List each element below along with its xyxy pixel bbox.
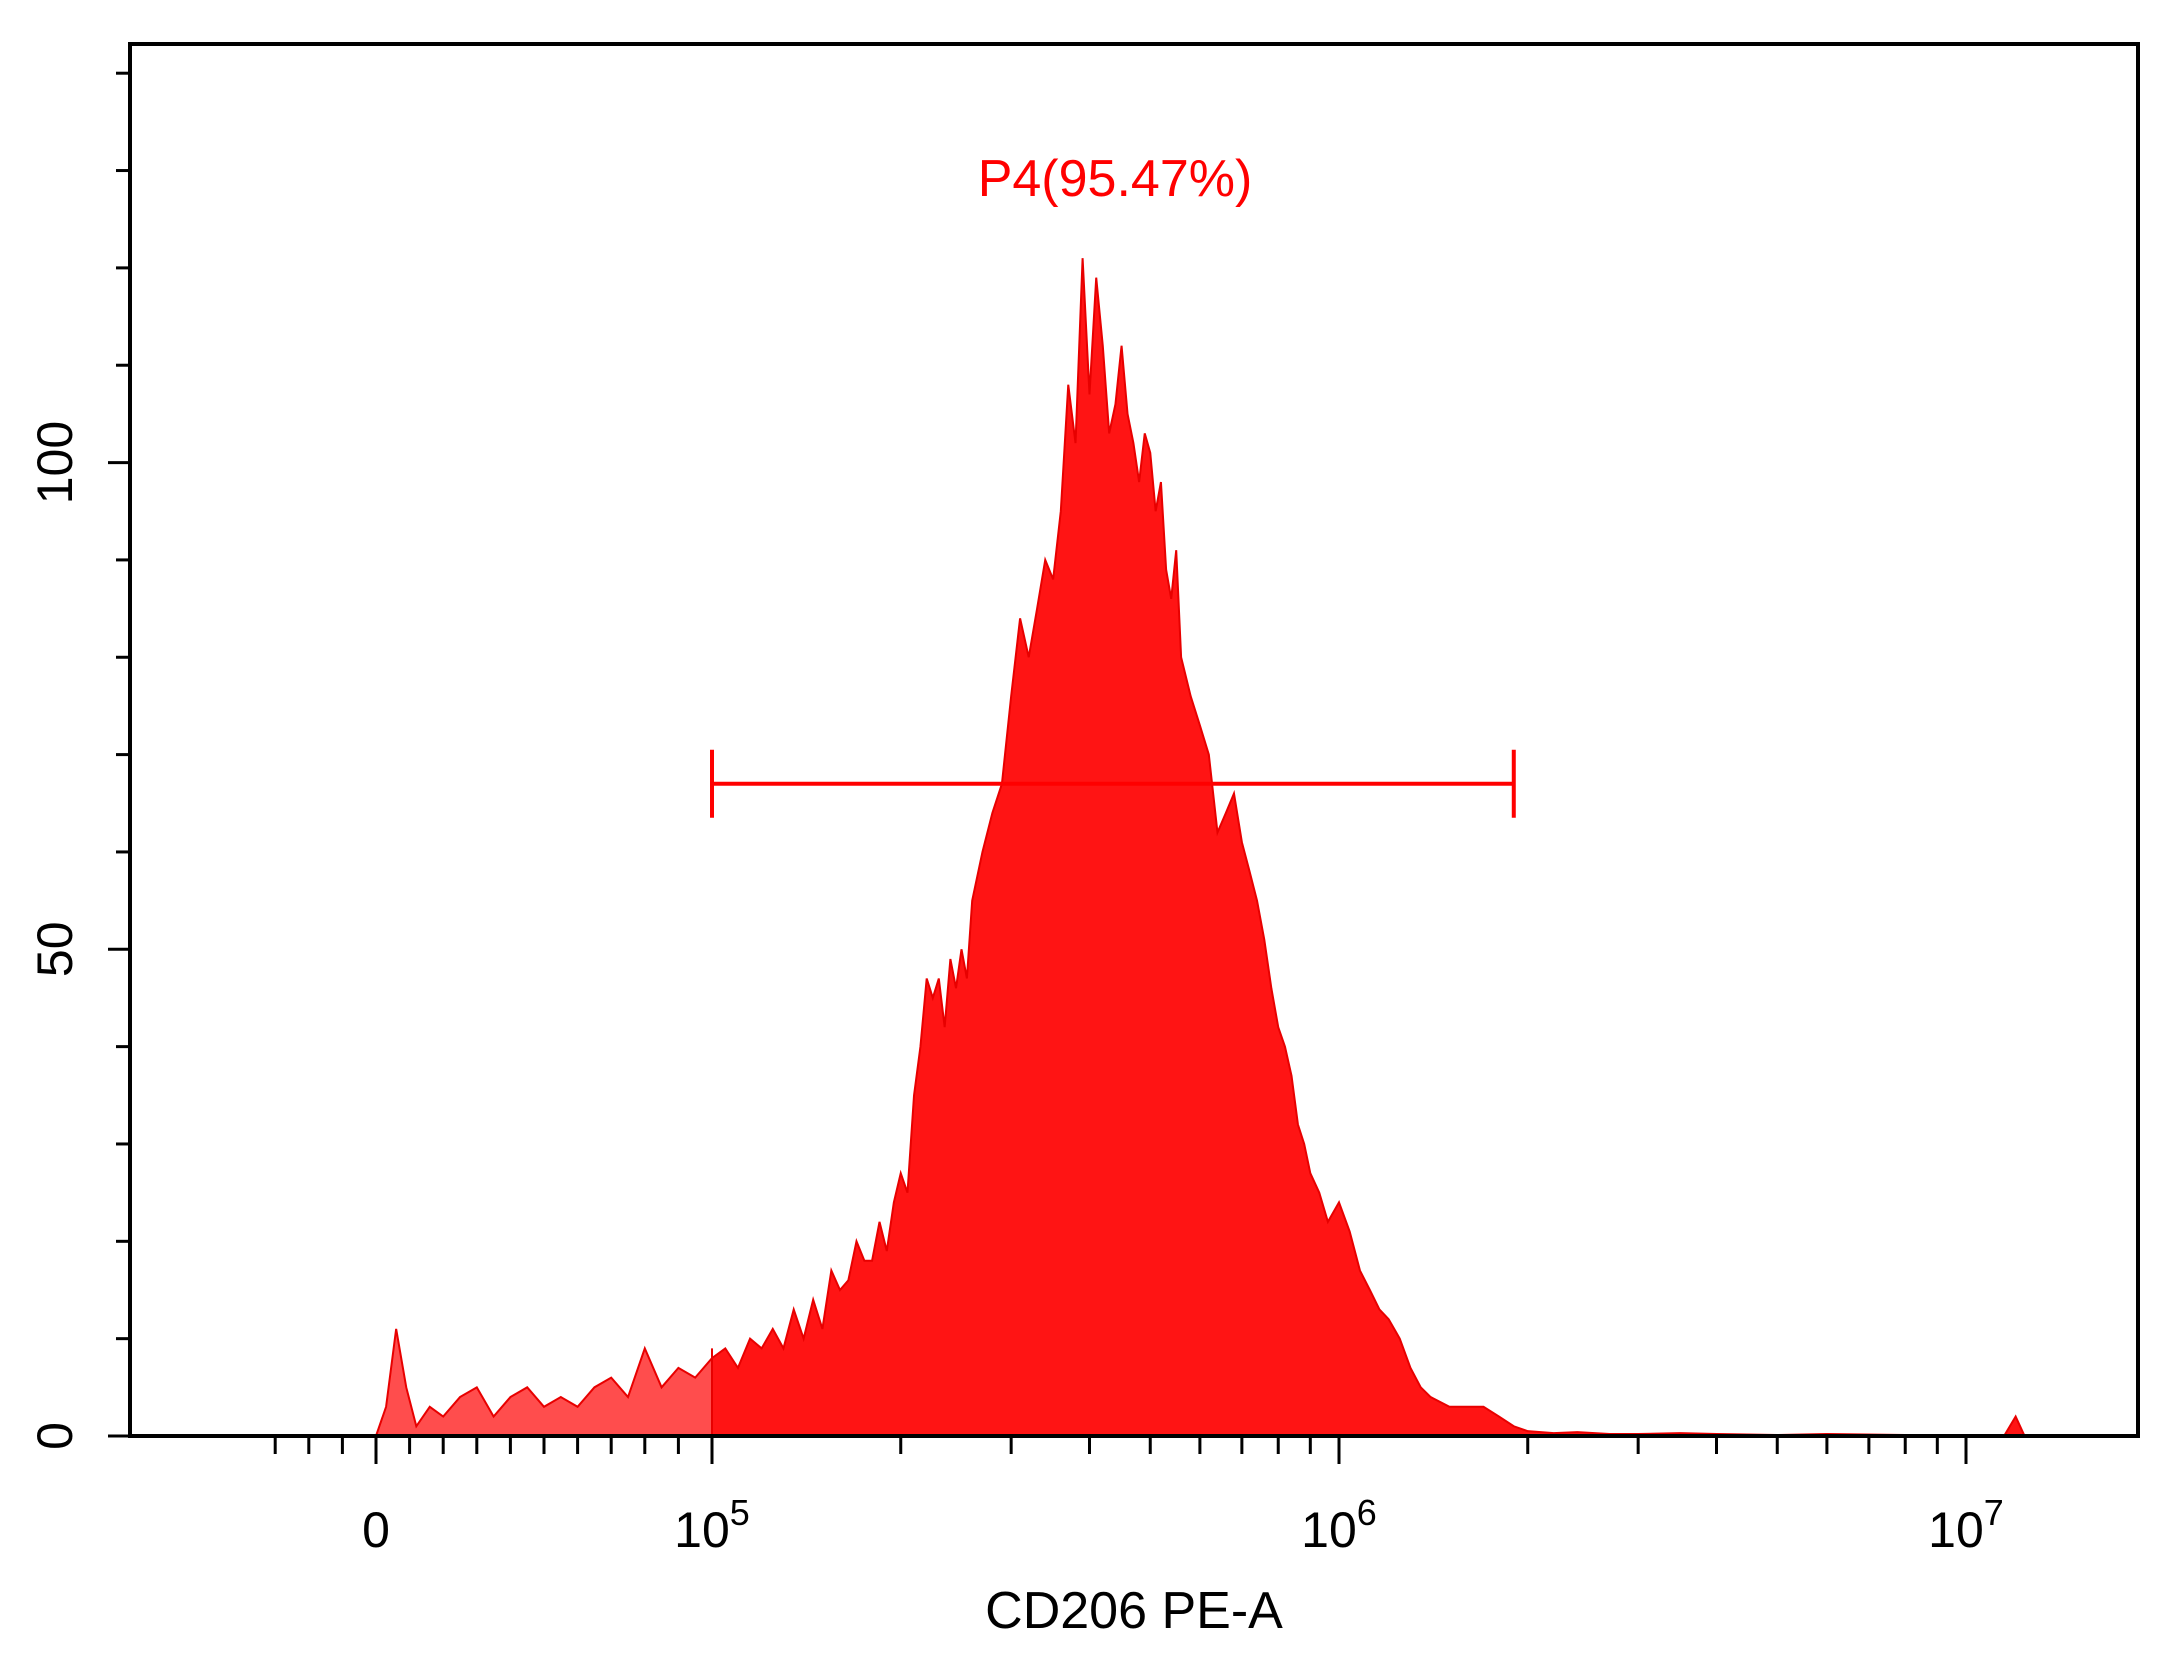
histogram-area-gated: [711, 258, 2026, 1436]
plot-frame: [128, 42, 2140, 1438]
gate-label: P4(95.47%): [978, 150, 1253, 208]
x-tick-label: 105: [674, 1492, 750, 1558]
x-axis-label: CD206 PE-A: [985, 1582, 1283, 1640]
histogram-area-ungated: [374, 1328, 713, 1436]
x-tick-label: 107: [1928, 1492, 2004, 1558]
y-tick-label: 0: [27, 1422, 83, 1450]
x-tick-label: 106: [1301, 1492, 1377, 1558]
y-tick-label: 100: [27, 421, 83, 504]
y-tick-label: 50: [27, 921, 83, 977]
x-tick-label: 0: [362, 1502, 390, 1558]
